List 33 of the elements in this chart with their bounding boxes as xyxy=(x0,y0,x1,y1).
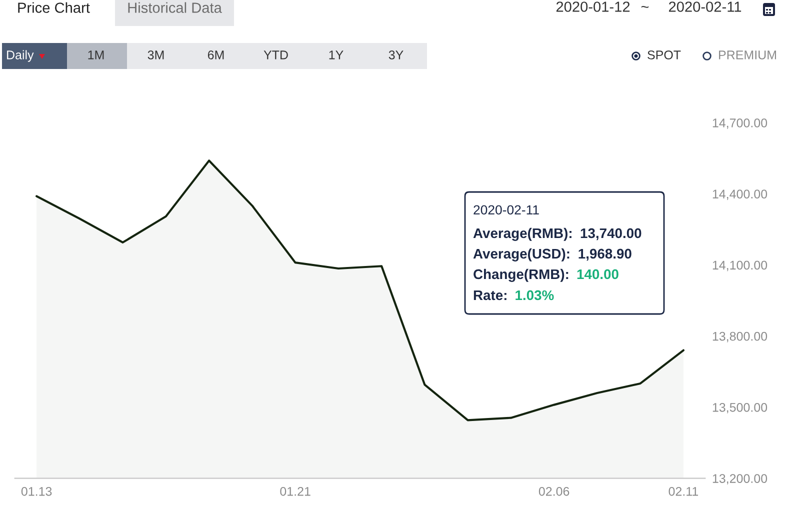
x-tick-label: 02.06 xyxy=(538,486,570,496)
text: 2020-02-11 xyxy=(668,2,742,12)
annotation: Change(RMB): xyxy=(474,268,568,282)
x-tick-label: 01.13 xyxy=(21,486,52,496)
text: Historical Data xyxy=(128,2,222,13)
annotation: Average(RMB): xyxy=(473,228,572,241)
y-tick-label: 14,400.00 xyxy=(712,190,768,200)
y-tick-label: 14,100.00 xyxy=(712,260,768,272)
y-tick-label: 13,500.00 xyxy=(712,402,768,414)
text: SPOT xyxy=(648,50,681,60)
text: ~ xyxy=(641,6,649,8)
text: Price Chart xyxy=(18,2,90,13)
x-tick-label: 01.21 xyxy=(280,486,310,496)
y-tick-label: 13,800.00 xyxy=(712,332,768,342)
text: 2020-01-12 xyxy=(556,2,630,12)
annotation: 2020-02-11 xyxy=(474,205,539,215)
text: PREMIUM xyxy=(719,50,776,60)
text: 3Y xyxy=(388,50,404,60)
y-tick-label: 13,200.00 xyxy=(712,474,768,484)
text: YTD xyxy=(264,50,288,60)
y-tick-label: 14,700.00 xyxy=(712,118,768,129)
text: 1M xyxy=(88,50,104,60)
annotation: 140.00 xyxy=(577,269,618,280)
text: 1Y xyxy=(329,50,344,60)
text: 3M xyxy=(148,50,164,60)
text: 6M xyxy=(208,50,224,60)
text: Daily xyxy=(7,50,34,62)
annotation: 1,968.90 xyxy=(578,248,632,261)
annotation: Average(USD): xyxy=(473,248,570,262)
annotation: 1.03% xyxy=(516,290,554,300)
annotation: Rate: xyxy=(474,290,506,300)
x-tick-label: 02.11 xyxy=(668,486,698,496)
annotation: 13,740.00 xyxy=(580,228,642,240)
